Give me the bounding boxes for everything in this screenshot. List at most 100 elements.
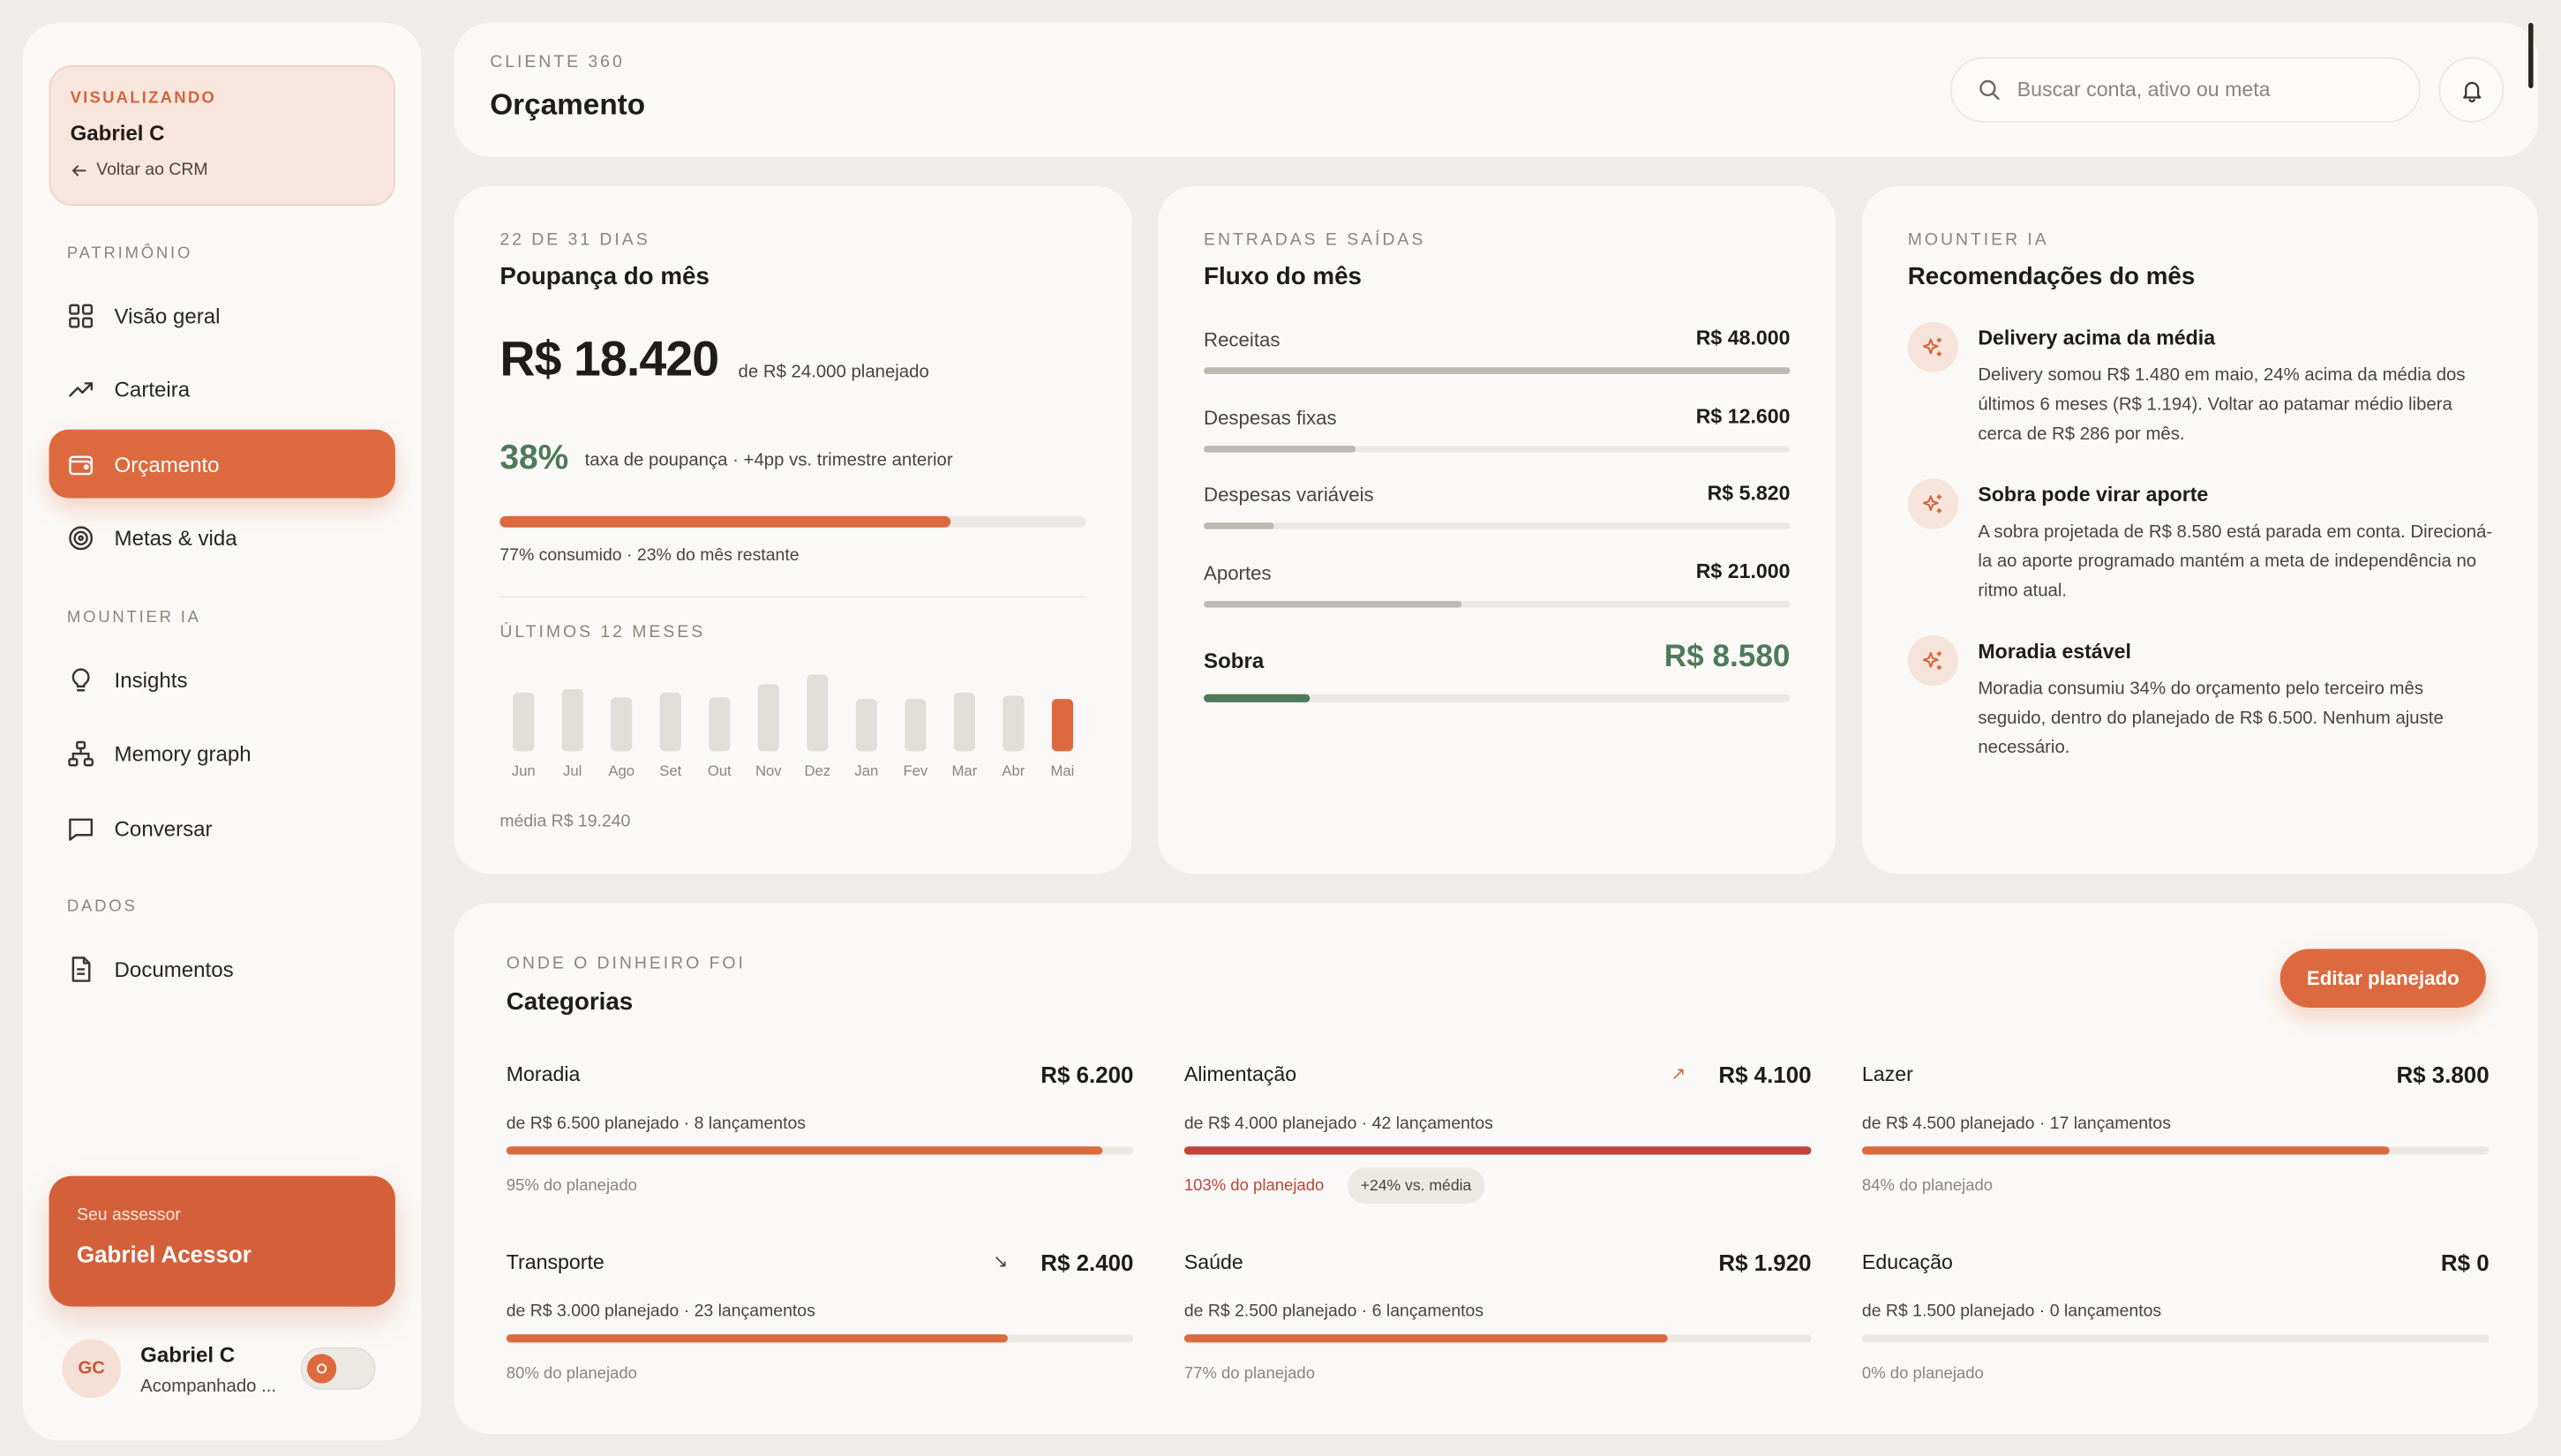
sidebar: VISUALIZANDO Gabriel C Voltar ao CRM PAT… — [22, 22, 422, 1441]
avatar[interactable]: GC — [62, 1339, 121, 1399]
month-label: Mar — [951, 762, 978, 779]
edit-planned-button[interactable]: Editar planejado — [2279, 949, 2486, 1008]
sidebar-item-label: Insights — [114, 667, 188, 692]
category-item[interactable]: Moradia R$ 6.200 de R$ 6.500 planejado · 8… — [506, 1062, 1134, 1220]
month-bar — [659, 692, 681, 752]
category-percent: 103% do planejado — [1183, 1177, 1325, 1196]
cashflow-row-bar — [1204, 600, 1791, 607]
cashflow-eyebrow: ENTRADAS E SAÍDAS — [1204, 229, 1426, 251]
section-label-patrimonio: PATRIMÔNIO — [66, 244, 193, 263]
categories-eyebrow: ONDE O DINHEIRO FOI — [506, 953, 746, 974]
category-progress-fill — [506, 1146, 1102, 1155]
category-name: Transporte — [506, 1250, 605, 1273]
target-icon — [69, 525, 94, 550]
category-value: R$ 1.920 — [1718, 1248, 1812, 1275]
sidebar-item-visao-geral[interactable]: Visão geral — [49, 281, 395, 349]
sidebar-item-orcamento[interactable]: Orçamento — [49, 429, 395, 499]
viewing-label: VISUALIZANDO — [70, 89, 217, 109]
sparkle-icon — [1907, 634, 1959, 687]
category-progress-bar — [1861, 1333, 2490, 1342]
month-bar — [1051, 699, 1073, 752]
savings-rate: 38% — [499, 439, 569, 477]
savings-eyebrow: 22 DE 31 DIAS — [499, 229, 650, 251]
cashflow-row-bar — [1204, 367, 1791, 374]
theme-toggle[interactable] — [300, 1347, 376, 1391]
month-bar — [561, 688, 583, 752]
category-item[interactable]: Educação R$ 0 de R$ 1.500 planejado · 0 la… — [1861, 1248, 2490, 1407]
month-bar — [709, 697, 731, 752]
category-name: Saúde — [1183, 1250, 1243, 1273]
category-name: Educação — [1861, 1250, 1953, 1273]
recommendations-eyebrow: MOUNTIER IA — [1907, 229, 2049, 251]
cashflow-row-value: R$ 48.000 — [1695, 326, 1791, 350]
category-item[interactable]: Saúde R$ 1.920 de R$ 2.500 planejado · 6 l… — [1183, 1248, 1812, 1407]
sidebar-item-metas[interactable]: Metas & vida — [49, 503, 395, 572]
advisor-card[interactable]: Seu assessor Gabriel Acessor — [49, 1175, 395, 1307]
notifications-button[interactable] — [2438, 56, 2505, 123]
cashflow-row-value: R$ 12.600 — [1695, 404, 1791, 427]
categories-card: ONDE O DINHEIRO FOI Categorias Editar pl… — [454, 903, 2539, 1435]
savings-amount: R$ 18.420 — [499, 333, 719, 387]
sun-icon — [306, 1354, 337, 1384]
savings-average: média R$ 19.240 — [499, 811, 631, 832]
sidebar-item-carteira[interactable]: Carteira — [49, 355, 395, 424]
category-percent: 0% do planejado — [1861, 1364, 1984, 1383]
category-percent: 95% do planejado — [506, 1177, 637, 1196]
page-header: CLIENTE 360 Orçamento — [454, 22, 2539, 157]
category-item[interactable]: Lazer R$ 3.800 de R$ 4.500 planejado · 17 … — [1861, 1062, 2490, 1220]
month-label: Dez — [804, 762, 831, 779]
sidebar-item-label: Memory graph — [114, 740, 252, 766]
month-bar — [953, 692, 975, 752]
cashflow-card: ENTRADAS E SAÍDAS Fluxo do mês Receitas R… — [1158, 185, 1836, 874]
category-progress-bar — [506, 1146, 1134, 1155]
month-bar — [611, 697, 633, 752]
category-value: R$ 4.100 — [1718, 1062, 1812, 1088]
category-name: Lazer — [1861, 1062, 1913, 1086]
savings-progress-bar — [499, 515, 1086, 528]
sidebar-item-label: Orçamento — [114, 451, 220, 477]
category-item[interactable]: Alimentação R$ 4.100 ↗ de R$ 4.000 planejad… — [1183, 1062, 1812, 1220]
category-meta: de R$ 3.000 planejado · 23 lançamentos — [506, 1301, 815, 1321]
lightbulb-icon — [71, 667, 90, 691]
scrollbar-thumb[interactable] — [2528, 22, 2534, 88]
month-bar — [807, 674, 829, 752]
month-bar — [513, 692, 535, 752]
search-input[interactable] — [2017, 78, 2393, 101]
search-box[interactable] — [1949, 56, 2421, 123]
section-label-dados: DADOS — [66, 897, 138, 917]
sidebar-item-label: Metas & vida — [114, 525, 237, 550]
back-to-crm-link[interactable]: Voltar ao CRM — [71, 160, 374, 180]
sidebar-item-memory-graph[interactable]: Memory graph — [49, 718, 395, 787]
month-bar — [855, 699, 877, 752]
savings-planned: de R$ 24.000 planejado — [738, 362, 929, 383]
category-value: R$ 0 — [2440, 1248, 2490, 1275]
cashflow-row-bar-fill — [1204, 367, 1791, 374]
category-meta: de R$ 6.500 planejado · 8 lançamentos — [506, 1114, 806, 1134]
category-percent: 77% do planejado — [1183, 1364, 1316, 1383]
sidebar-item-documentos[interactable]: Documentos — [49, 934, 395, 1003]
advisor-name: Gabriel Acessor — [76, 1241, 252, 1268]
trend-up-icon: ↗ — [1671, 1064, 1686, 1084]
leftover-value: R$ 8.580 — [1664, 640, 1791, 675]
month-label: Jul — [563, 762, 582, 779]
category-progress-bar — [1183, 1146, 1812, 1155]
advisor-label: Seu assessor — [76, 1205, 181, 1226]
month-label: Nov — [755, 762, 782, 779]
page-eyebrow: CLIENTE 360 — [490, 52, 625, 72]
category-progress-bar — [1183, 1333, 1812, 1342]
category-percent: 84% do planejado — [1861, 1177, 1994, 1196]
category-name: Alimentação — [1183, 1062, 1297, 1086]
category-progress-bar — [506, 1333, 1134, 1342]
bell-icon — [2462, 81, 2481, 102]
sidebar-item-conversar[interactable]: Conversar — [49, 793, 395, 862]
category-progress-fill — [1183, 1333, 1668, 1342]
recommendation-title: Sobra pode virar aporte — [1978, 483, 2209, 507]
back-to-crm-label: Voltar ao CRM — [96, 160, 208, 180]
page-title: Orçamento — [490, 87, 646, 121]
category-item[interactable]: Transporte R$ 2.400 ↘ de R$ 3.000 planejado… — [506, 1249, 1134, 1407]
month-label: Jan — [854, 762, 879, 779]
cashflow-title: Fluxo do mês — [1204, 262, 1362, 291]
sidebar-item-insights[interactable]: Insights — [49, 645, 395, 714]
month-bar — [1003, 694, 1025, 752]
month-bar — [757, 684, 779, 752]
